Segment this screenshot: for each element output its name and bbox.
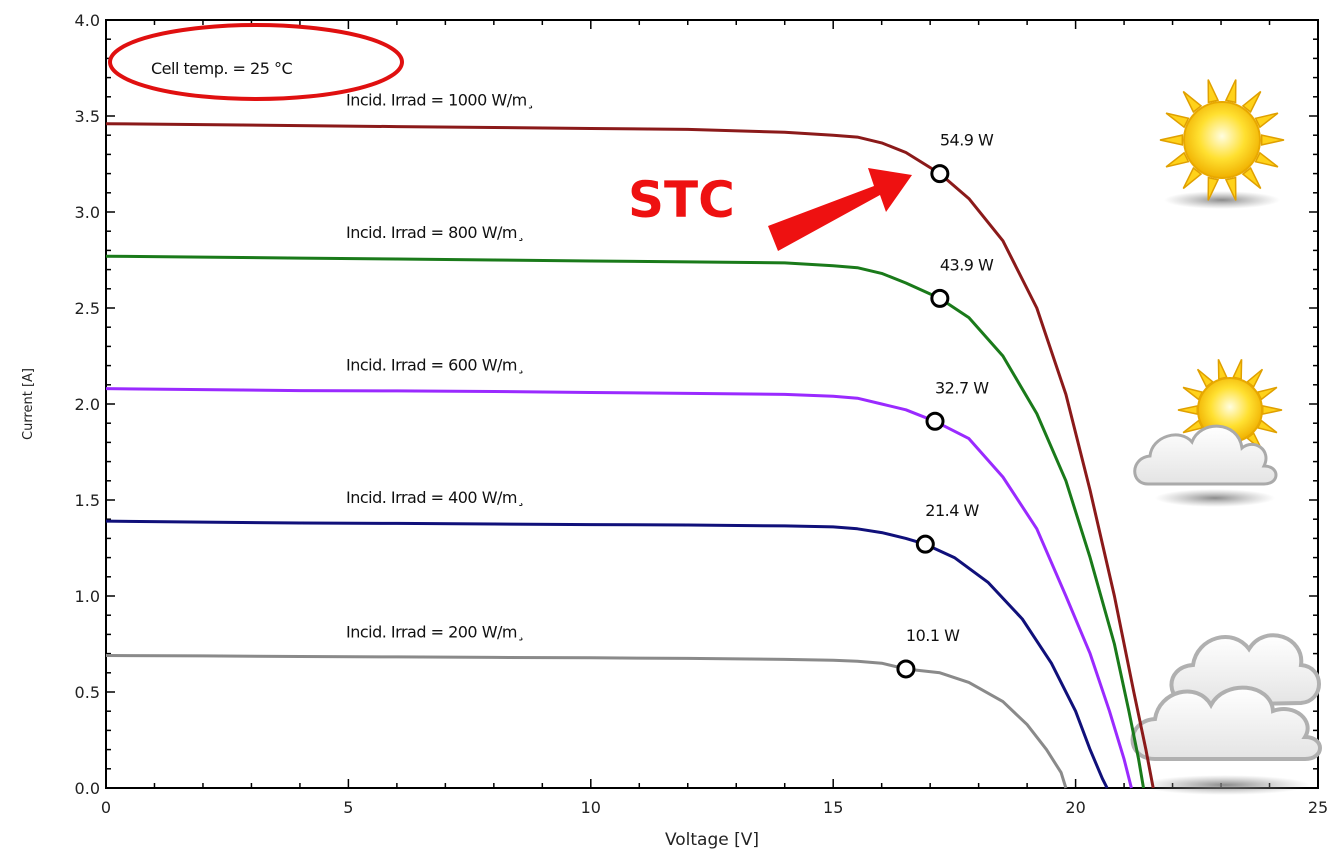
irradiance-label: Incid. Irrad = 800 W/m¸ xyxy=(346,223,524,242)
x-tick-label: 5 xyxy=(343,798,353,817)
sun-ray xyxy=(1260,134,1285,146)
y-tick-label: 3.0 xyxy=(75,203,100,222)
sun-ray xyxy=(1207,176,1220,201)
axis-ticks xyxy=(105,19,1319,789)
mpp-marker xyxy=(925,411,945,431)
x-tick-labels: 0 5 10 15 20 25 xyxy=(101,798,1328,817)
y-axis-label: Current [A] xyxy=(21,368,36,440)
y-tick-labels: 0.0 0.5 1.0 1.5 2.0 2.5 3.0 3.5 4.0 xyxy=(75,11,100,798)
plot-area xyxy=(105,19,1319,789)
irradiance-label: Incid. Irrad = 600 W/m¸ xyxy=(346,356,524,375)
y-tick-label: 0.0 xyxy=(75,779,100,798)
stc-label: STC xyxy=(628,171,735,229)
y-tick-label: 0.5 xyxy=(75,683,100,702)
power-label: 54.9 W xyxy=(940,131,994,150)
mpp-marker xyxy=(915,534,935,554)
sun-ray xyxy=(1254,151,1279,168)
y-tick-label: 4.0 xyxy=(75,11,100,30)
sun-ray xyxy=(1224,176,1237,201)
power-label: 21.4 W xyxy=(925,501,979,520)
cell-temp-label: Cell temp. = 25 °C xyxy=(151,59,292,78)
annotation-layer: 54.9 W Incid. Irrad = 1000 W/m¸ 43.9 W Inci… xyxy=(346,91,995,679)
power-label: 32.7 W xyxy=(935,378,989,397)
series-line xyxy=(105,519,1109,789)
x-axis-label: Voltage [V] xyxy=(665,830,759,850)
sun-ray xyxy=(1182,90,1203,114)
cell-temp-highlight-ellipse xyxy=(108,23,404,101)
series-line xyxy=(105,654,1068,789)
irradiance-label: Incid. Irrad = 1000 W/m¸ xyxy=(346,91,534,110)
series-layer xyxy=(105,122,1155,789)
x-tick-label: 20 xyxy=(1065,798,1085,817)
sun-ray xyxy=(1241,166,1262,190)
sun-ray xyxy=(1207,79,1220,104)
y-tick-label: 2.5 xyxy=(75,299,100,318)
power-label: 10.1 W xyxy=(906,626,960,645)
stc-callout: STC xyxy=(628,168,912,251)
mpp-marker xyxy=(930,288,950,308)
sun-ray xyxy=(1165,151,1190,168)
irradiance-label: Incid. Irrad = 400 W/m¸ xyxy=(346,488,524,507)
cloudy-icon xyxy=(1130,633,1322,795)
mpp-marker xyxy=(896,659,916,679)
partly-cloudy-icon xyxy=(1133,358,1283,507)
sun-ray xyxy=(1159,134,1184,146)
sun-ray xyxy=(1241,90,1262,114)
y-tick-label: 1.0 xyxy=(75,587,100,606)
y-tick-label: 3.5 xyxy=(75,107,100,126)
cell-temp-callout: Cell temp. = 25 °C xyxy=(108,23,404,101)
sun-icon xyxy=(1159,79,1285,209)
sun-ray xyxy=(1182,166,1203,190)
sun-ray xyxy=(1165,112,1190,129)
irradiance-label: Incid. Irrad = 200 W/m¸ xyxy=(346,623,524,642)
sun-ray xyxy=(1254,112,1279,129)
x-tick-label: 10 xyxy=(581,798,601,817)
series-line xyxy=(105,387,1133,789)
power-label: 43.9 W xyxy=(940,255,994,274)
x-tick-label: 25 xyxy=(1308,798,1328,817)
stc-arrow xyxy=(768,168,912,251)
x-tick-label: 0 xyxy=(101,798,111,817)
y-tick-label: 2.0 xyxy=(75,395,100,414)
sun-ray xyxy=(1224,79,1237,104)
series-line xyxy=(105,122,1155,789)
x-tick-label: 15 xyxy=(823,798,843,817)
y-tick-label: 1.5 xyxy=(75,491,100,510)
mpp-marker xyxy=(930,164,950,184)
series-line xyxy=(105,254,1145,789)
